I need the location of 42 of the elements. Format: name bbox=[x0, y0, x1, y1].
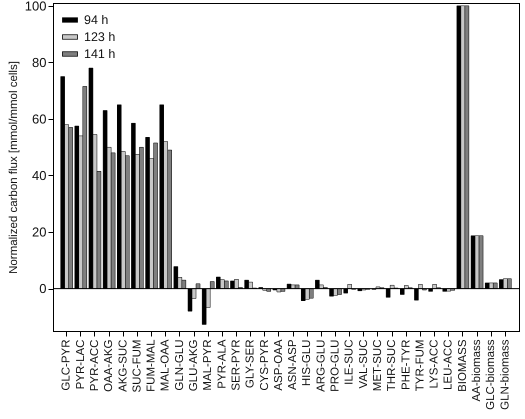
x-tick-label: GLY-SER bbox=[244, 340, 257, 388]
y-tick-label: 60 bbox=[32, 111, 46, 126]
x-tick-label: BIOMASS bbox=[456, 339, 469, 392]
x-tick-label: MET-SUC bbox=[372, 340, 384, 392]
legend-label: 123 h bbox=[84, 30, 116, 44]
x-tick-label: ARG-GLU bbox=[315, 340, 328, 392]
x-tick-label: PRO-GLU bbox=[330, 340, 342, 392]
y-tick-label: 20 bbox=[32, 224, 46, 240]
x-tick-label: ILE-SUC bbox=[344, 340, 356, 385]
x-tick-label: GLN-GLU bbox=[174, 340, 186, 391]
x-tick-label: TYR-FUM bbox=[414, 340, 426, 392]
y-axis-title: Normalized carbon flux [mmol/mmol cells] bbox=[8, 61, 20, 274]
x-tick-label: PYR-ACC bbox=[88, 340, 101, 392]
x-tick-label: PYR-ALA bbox=[216, 339, 228, 389]
x-tick-label: PHE-TYR bbox=[400, 340, 412, 390]
x-tick-label: HIS-GLU bbox=[301, 340, 314, 386]
x-tick-label: CYS-PYR bbox=[258, 340, 271, 391]
y-tick-label: 0 bbox=[39, 281, 46, 296]
x-tick-label: FUM-MAL bbox=[146, 338, 158, 392]
x-tick-label: AA-biomass bbox=[471, 339, 484, 402]
legend-label: 94 h bbox=[84, 13, 108, 27]
x-tick-label: PYR-LAC bbox=[74, 340, 87, 390]
x-tick-label: ASP-OAA bbox=[272, 339, 285, 391]
y-tick-label: 100 bbox=[24, 0, 46, 14]
x-tick-label: SUC-FUM bbox=[131, 340, 144, 393]
y-tick-label: 40 bbox=[32, 168, 46, 183]
x-tick-label: LEU-ACC bbox=[442, 340, 455, 390]
x-tick-label: MAL-OAA bbox=[160, 339, 172, 392]
x-tick-label: ASN-ASP bbox=[287, 339, 300, 390]
x-tick-label: GLN-biomass bbox=[499, 339, 512, 410]
x-tick-label: THR-SUC bbox=[386, 340, 398, 392]
x-tick-label: AKG-SUC bbox=[117, 340, 130, 392]
x-tick-label: VAL-SUC bbox=[358, 340, 370, 388]
x-tick-label: GLU-AKG bbox=[188, 339, 200, 392]
y-tick-label: 80 bbox=[32, 54, 46, 70]
x-tick-label: LYS-ACC bbox=[428, 340, 441, 388]
x-tick-label: OAA-AKG bbox=[103, 339, 116, 392]
x-tick-label: MAL-PYR bbox=[202, 340, 214, 391]
x-tick-label: GLC-biomass bbox=[485, 339, 498, 410]
legend-label: 141 h bbox=[84, 47, 116, 61]
x-tick-label: SER-PYR bbox=[230, 340, 242, 391]
x-tick-label: GLC-PYR bbox=[60, 340, 73, 391]
